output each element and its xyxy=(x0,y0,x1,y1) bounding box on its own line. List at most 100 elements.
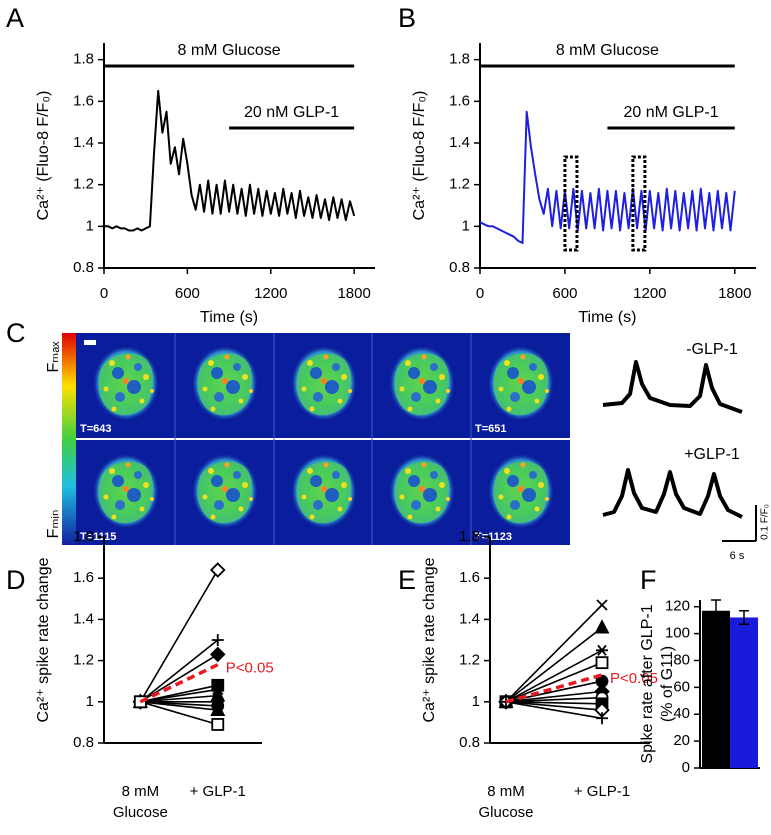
paired-line xyxy=(505,690,603,703)
error-bar xyxy=(739,610,749,625)
islet-tile xyxy=(389,346,455,421)
x-tick-label: 1800 xyxy=(337,285,370,302)
x-tick-label: 8 mM Glucose xyxy=(478,783,534,821)
islet-tile xyxy=(93,346,159,421)
y-tick-label: 1.6 xyxy=(449,92,470,109)
y-tick-label: 0.8 xyxy=(73,734,94,751)
bar xyxy=(730,617,758,768)
y-tick-label: 1.2 xyxy=(459,652,480,669)
y-tick-label: 0.8 xyxy=(73,259,94,276)
y-tick-label: 120 xyxy=(665,598,690,615)
islet-tile xyxy=(192,346,258,421)
timestamp: T=651 xyxy=(475,423,507,435)
islet-tile xyxy=(291,346,357,421)
example-trace xyxy=(602,360,743,414)
islet-tile xyxy=(488,454,554,529)
paired-line xyxy=(505,701,603,720)
y-axis-label: Ca²⁺ spike rate change xyxy=(35,557,52,722)
islet-tile xyxy=(389,454,455,529)
mean-line xyxy=(505,673,603,704)
example-trace xyxy=(602,468,743,519)
x-tick-label: + GLP-1 xyxy=(573,783,631,800)
y-tick-label: 1.2 xyxy=(73,176,94,193)
y-tick-label: 1 xyxy=(86,217,94,234)
significance-label: P<0.05 xyxy=(610,670,658,687)
bar xyxy=(702,610,730,768)
panel-letter: F xyxy=(640,565,657,595)
x-tick-label: 1200 xyxy=(254,285,287,302)
y-tick-label: 1.8 xyxy=(449,51,470,68)
y-tick-label: 1 xyxy=(86,693,94,710)
x-tick-label: 8 mM Glucose xyxy=(112,783,168,821)
annotation-text: 20 nM GLP-1 xyxy=(244,104,339,121)
x-tick-label: 600 xyxy=(175,285,200,302)
timestamp: T=643 xyxy=(80,423,112,435)
y-tick-label: 0.8 xyxy=(459,734,480,751)
panel-letter: B xyxy=(398,3,416,33)
annotation-text: 8 mM Glucose xyxy=(178,42,281,59)
y-tick-label: 1.4 xyxy=(449,134,470,151)
trace xyxy=(479,110,736,244)
scale-label: 6 s xyxy=(730,550,745,562)
paired-line xyxy=(505,701,603,705)
y-axis-label: (% of G11) xyxy=(659,646,676,722)
y-tick-label: 0.8 xyxy=(449,259,470,276)
y-axis-label: Ca²⁺ spike rate change xyxy=(421,557,438,722)
islet-tile xyxy=(93,454,159,529)
x-axis-label: Time (s) xyxy=(578,309,636,326)
annotation-text: 8 mM Glucose xyxy=(556,42,659,59)
y-tick-label: 80 xyxy=(673,651,690,668)
paired-line xyxy=(505,661,603,703)
y-tick-label: 1.4 xyxy=(73,134,94,151)
x-axis-label: Time (s) xyxy=(200,309,258,326)
mean-line xyxy=(139,663,219,704)
paired-line xyxy=(505,649,603,703)
y-tick-label: 1.8 xyxy=(73,51,94,68)
x-tick-label: 0 xyxy=(100,285,108,302)
y-tick-label: 60 xyxy=(673,678,690,695)
marker xyxy=(211,634,224,646)
paired-line xyxy=(505,696,603,703)
x-category: 8 mM Glucose xyxy=(478,783,534,821)
significance-label: P<0.05 xyxy=(226,660,274,677)
y-tick-label: 1.2 xyxy=(73,652,94,669)
paired-line xyxy=(505,701,603,711)
y-tick-label: 1.6 xyxy=(73,92,94,109)
islet-tile xyxy=(291,454,357,529)
y-tick-label: 100 xyxy=(665,625,690,642)
x-tick-label: 0 xyxy=(476,285,484,302)
y-axis-label: Spike rate after GLP-1 xyxy=(639,604,656,763)
panel-letter: C xyxy=(6,318,26,348)
colorbar xyxy=(62,333,76,545)
marker xyxy=(595,656,609,670)
marker xyxy=(209,646,226,663)
highlight-window xyxy=(563,155,579,252)
islet-tile xyxy=(488,346,554,421)
highlight-window xyxy=(631,155,647,252)
y-tick-label: 1.4 xyxy=(73,610,94,627)
marker xyxy=(211,718,225,731)
scale-label: 0.1 F/F₀ xyxy=(760,504,771,540)
y-axis-label: Ca²⁺ (Fluo-8 F/F₀) xyxy=(411,91,428,221)
y-tick-label: 1.8 xyxy=(73,528,94,545)
panel-letter: A xyxy=(6,3,24,33)
panel-letter: D xyxy=(6,565,26,595)
colorbar-min-label: Fₘᵢₙ xyxy=(45,510,62,539)
marker xyxy=(209,562,226,578)
trace-label: +GLP-1 xyxy=(684,446,740,463)
x-category: + GLP-1 xyxy=(190,783,246,800)
y-tick-label: 1.6 xyxy=(459,569,480,586)
timestamp: T=1123 xyxy=(475,531,512,543)
colorbar-max-label: Fₘₐₓ xyxy=(45,341,62,373)
y-axis-label: Ca²⁺ (Fluo-8 F/F₀) xyxy=(35,91,52,221)
marker xyxy=(596,599,608,611)
y-tick-label: 0 xyxy=(682,759,690,776)
paired-line xyxy=(505,604,603,703)
y-tick-label: 1.8 xyxy=(459,528,480,545)
x-category: + GLP-1 xyxy=(573,783,631,800)
trace-label: -GLP-1 xyxy=(686,341,738,358)
y-tick-label: 1.4 xyxy=(459,610,480,627)
paired-line xyxy=(505,627,603,703)
